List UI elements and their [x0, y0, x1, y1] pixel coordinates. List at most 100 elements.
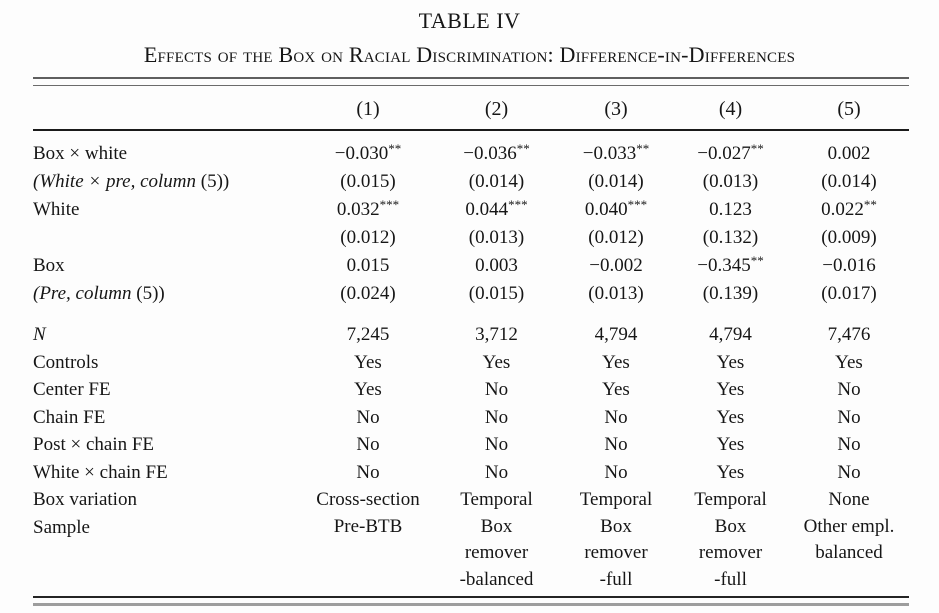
se-value: (0.014) [821, 171, 877, 192]
row-label-text: White × chain FE [33, 461, 168, 483]
info-cell: 4,794 [672, 308, 789, 349]
coef-value: 0.003 [475, 255, 518, 276]
table-row: Center FE Yes No Yes Yes No [33, 376, 909, 404]
info-value: Yes [482, 351, 511, 373]
coef-cell: 0.032*** [303, 196, 433, 224]
coef-value: −0.033 [582, 143, 637, 164]
row-label-text: Center FE [33, 379, 111, 400]
se-cell: (0.017) [789, 280, 909, 308]
info-cell: No [560, 459, 672, 487]
significance-stars: ** [863, 197, 877, 212]
info-cell: No [303, 404, 433, 432]
info-cell: No [560, 431, 672, 459]
table-row: Chain FE No No No Yes No [33, 404, 909, 432]
info-value: No [484, 461, 509, 483]
sample-line: -balanced [459, 568, 534, 590]
sample-cell: Box remover -full [560, 514, 672, 594]
info-cell: Yes [672, 459, 789, 487]
info-cell: Yes [560, 349, 672, 377]
info-value: Yes [716, 351, 745, 373]
info-value: No [356, 434, 380, 455]
coef-cell: −0.027** [672, 130, 789, 168]
se-value: (0.014) [588, 171, 644, 192]
sample-cell: Box remover -full [672, 514, 789, 594]
sample-line: Pre-BTB [333, 515, 403, 537]
se-value: (0.012) [588, 227, 644, 248]
row-label: (White × pre, column (5)) [33, 168, 303, 196]
coef-value: 0.015 [346, 255, 390, 276]
row-label: Chain FE [33, 404, 303, 432]
sample-line: remover [698, 542, 763, 563]
se-value: (0.009) [821, 227, 877, 248]
coef-value: −0.036 [463, 143, 517, 164]
coef-cell: −0.036** [433, 130, 560, 168]
row-label: White [33, 196, 303, 224]
coef-cell: 0.040*** [560, 196, 672, 224]
header-row: (1) (2) (3) (4) (5) [33, 86, 909, 131]
coef-value: 0.022 [821, 199, 864, 220]
row-label-text: Chain FE [33, 406, 106, 428]
se-cell: (0.012) [303, 224, 433, 252]
info-cell: Temporal [672, 486, 789, 514]
info-cell: 7,245 [303, 308, 433, 349]
table-row: (Pre, column (5)) (0.024) (0.015) (0.013… [33, 280, 909, 308]
row-label-text: (5)) [196, 171, 230, 192]
info-value: Yes [602, 379, 630, 400]
top-double-rule [33, 77, 909, 86]
coef-value: −0.016 [822, 255, 876, 276]
col-header-1: (1) [303, 86, 433, 131]
info-cell: No [433, 376, 560, 404]
coef-value: −0.002 [589, 255, 643, 276]
table-row: Box 0.015 0.003 −0.002 −0.345** −0.016 [33, 252, 909, 280]
info-value: Yes [602, 351, 630, 373]
info-value: 3,712 [475, 324, 518, 345]
se-cell: (0.012) [560, 224, 672, 252]
sample-line: Box [480, 515, 513, 537]
info-value: No [604, 434, 628, 455]
info-cell: Yes [672, 431, 789, 459]
info-value: Temporal [460, 489, 533, 510]
row-label-text: Box × white [33, 143, 128, 164]
bottom-rule-dark [33, 596, 909, 598]
sample-line: Box [714, 515, 747, 537]
table-row: (0.012) (0.013) (0.012) (0.132) (0.009) [33, 224, 909, 252]
table-row: Controls Yes Yes Yes Yes Yes [33, 349, 909, 377]
info-cell: No [303, 431, 433, 459]
info-value: Yes [354, 379, 382, 400]
info-cell: None [789, 486, 909, 514]
coef-value: 0.123 [709, 199, 752, 220]
coef-value: −0.027 [697, 143, 751, 164]
info-cell: No [303, 459, 433, 487]
se-value: (0.024) [340, 283, 396, 304]
row-label-text: Post × chain FE [33, 434, 155, 455]
se-value: (0.139) [702, 283, 759, 304]
row-label-text: N [33, 324, 46, 345]
se-cell: (0.013) [560, 280, 672, 308]
info-cell: 3,712 [433, 308, 560, 349]
se-value: (0.015) [468, 283, 525, 304]
se-cell: (0.132) [672, 224, 789, 252]
info-cell: No [433, 431, 560, 459]
row-label-italic: (White × pre, column [33, 171, 197, 192]
coef-cell: 0.022** [789, 196, 909, 224]
bottom-rule-gray [33, 603, 909, 606]
results-table: (1) (2) (3) (4) (5) Box × white −0.030**… [33, 86, 909, 593]
se-cell: (0.024) [303, 280, 433, 308]
row-label: N [33, 308, 303, 349]
info-value: No [484, 406, 509, 428]
info-value: None [828, 489, 870, 510]
row-label-italic: (Pre, column [33, 283, 132, 304]
se-value: (0.017) [821, 283, 877, 304]
coef-value: −0.345 [697, 255, 751, 276]
sample-line: Other empl. [803, 515, 895, 537]
significance-stars: *** [508, 197, 528, 212]
table-row: Sample Pre-BTB Box remover -balanced Box… [33, 514, 909, 594]
info-value: Yes [354, 351, 382, 373]
row-label-text: White [33, 199, 80, 220]
col-header-3: (3) [560, 86, 672, 131]
coef-cell: 0.003 [433, 252, 560, 280]
significance-stars: ** [750, 141, 764, 156]
sample-cell: Other empl. balanced [789, 514, 909, 594]
table-row: N 7,245 3,712 4,794 4,794 7,476 [33, 308, 909, 349]
